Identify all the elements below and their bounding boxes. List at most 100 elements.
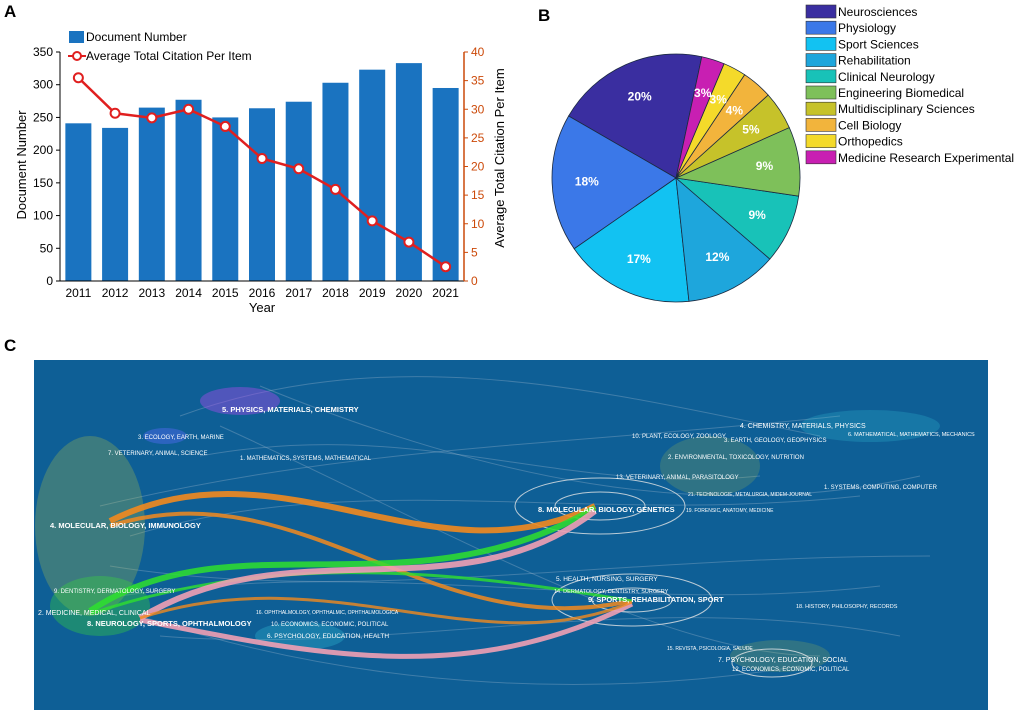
link-green-1: [88, 505, 597, 614]
panel-label-a: A: [4, 2, 17, 21]
x-tick-label: 2021: [432, 286, 459, 300]
network-label: 2. MEDICINE, MEDICAL, CLINICAL: [38, 610, 151, 617]
network-label: 8. NEUROLOGY, SPORTS, OPHTHALMOLOGY: [87, 619, 252, 628]
bar-2021: [432, 87, 459, 281]
legend-label: Physiology: [838, 21, 896, 35]
pie-value-label: 3%: [710, 92, 728, 106]
y-tick-label-right: 5: [471, 245, 478, 259]
citation-point-2018: [329, 183, 341, 195]
pie-slice-neurosciences: [568, 53, 703, 179]
pie-value-label: 5%: [742, 122, 760, 136]
y-tick-label-left: 100: [33, 209, 53, 223]
legend-swatch: [805, 85, 837, 100]
x-tick-label: 2017: [285, 286, 312, 300]
legend-label: Engineering Biomedical: [838, 86, 964, 100]
network-label: 3. EARTH, GEOLOGY, GEOPHYSICS: [724, 438, 826, 444]
legend-swatch: [805, 150, 837, 165]
y-tick-label-right: 25: [471, 131, 485, 145]
y-axis-label-right: Average Total Citation Per Item: [492, 68, 507, 247]
pie-value-label: 17%: [627, 252, 651, 266]
legend-label: Clinical Neurology: [838, 70, 935, 84]
x-axis-label: Year: [249, 300, 276, 315]
legend-swatch: [805, 69, 837, 84]
bar-2011: [65, 123, 92, 282]
y-tick-label-right: 20: [471, 160, 485, 174]
citation-point-2019: [366, 215, 378, 227]
citation-point-2017: [293, 163, 305, 175]
citation-point-2013: [146, 112, 158, 124]
bar-2015: [212, 117, 239, 281]
link-orange-1: [108, 490, 597, 534]
legend-label: Neurosciences: [838, 5, 917, 19]
network-label: 21. TECHNOLOGIE, METALURGIA, MIDEM-JOURN…: [688, 492, 812, 498]
legend-swatch: [805, 53, 837, 67]
legend-swatch: [805, 118, 837, 132]
y-tick-label-left: 150: [33, 176, 53, 190]
y-tick-label-left: 350: [33, 45, 53, 59]
panel-label-b: B: [538, 6, 551, 25]
network-label: 1. SYSTEMS, COMPUTING, COMPUTER: [824, 485, 938, 491]
network-label: 18. HISTORY, PHILOSOPHY, RECORDS: [796, 604, 898, 610]
bar-2019: [359, 69, 386, 281]
y-tick-label-left: 250: [33, 110, 53, 124]
legend-swatch: [805, 20, 837, 35]
network-label: 10. ECONOMICS, ECONOMIC, POLITICAL: [271, 622, 389, 628]
y-axis-label-left: Document Number: [14, 110, 29, 220]
link-pink-1: [138, 508, 597, 621]
legend-label: Orthopedics: [838, 135, 903, 149]
bar-2017: [285, 101, 312, 282]
y-tick-label-right: 30: [471, 102, 485, 116]
link-orange-3: [139, 596, 633, 625]
legend-label: Medicine Research Experimental: [838, 151, 1014, 165]
network-label: 7. VETERINARY, ANIMAL, SCIENCE: [108, 451, 207, 457]
legend-swatch: [805, 4, 837, 19]
y-tick-label-right: 15: [471, 188, 485, 202]
network-label: 5. HEALTH, NURSING, SURGERY: [556, 576, 658, 583]
network-label: 4. CHEMISTRY, MATERIALS, PHYSICS: [740, 423, 866, 430]
pie-slice-sport-sciences: [573, 177, 690, 303]
pie-value-label: 9%: [756, 159, 774, 173]
x-tick-label: 2013: [138, 286, 165, 300]
link-pink-2: [139, 601, 634, 659]
network-label: 1. MATHEMATICS, SYSTEMS, MATHEMATICAL: [240, 456, 372, 462]
pie-slice-medicine-research-experimental: [675, 56, 725, 179]
x-tick-label: 2014: [175, 286, 202, 300]
y-tick-label-right: 35: [471, 74, 485, 88]
citation-point-2012: [109, 107, 121, 119]
legend-label-bar: Document Number: [86, 30, 187, 44]
legend-label-line: Average Total Citation Per Item: [86, 49, 252, 63]
network-background: [34, 360, 988, 710]
network-label: 2. ENVIRONMENTAL, TOXICOLOGY, NUTRITION: [668, 455, 804, 461]
pie-value-label: 12%: [705, 250, 729, 264]
y-tick-label-left: 0: [46, 274, 53, 288]
x-tick-label: 2016: [249, 286, 276, 300]
network-label: 7. PSYCHOLOGY, EDUCATION, SOCIAL: [718, 657, 848, 664]
legend: Document Number Average Total Citation P…: [68, 30, 252, 63]
pie-value-label: 3%: [694, 86, 712, 100]
bar-line-chart: 0 50 100 150 200 250 300 350 0 5 10 15 20 25 30 35 40 2…: [14, 30, 507, 315]
network-label: 19. FORENSIC, ANATOMY, MEDICINE: [686, 508, 774, 514]
citation-point-2016: [256, 152, 268, 164]
network-label: 5. PHYSICS, MATERIALS, CHEMISTRY: [222, 405, 359, 414]
citation-point-2014: [183, 103, 195, 115]
bar-2013: [138, 107, 165, 281]
cluster-rings: [514, 477, 813, 678]
legend-label: Cell Biology: [838, 118, 901, 132]
x-tick-label: 2019: [359, 286, 386, 300]
x-tick-label: 2018: [322, 286, 349, 300]
legend-label: Multidisciplinary Sciences: [838, 102, 975, 116]
citation-point-2020: [403, 236, 415, 248]
pie-value-label: 18%: [575, 175, 599, 189]
network-label: 10. PLANT, ECOLOGY, ZOOLOGY: [632, 434, 726, 440]
x-tick-label: 2020: [396, 286, 423, 300]
x-tick-label: 2012: [102, 286, 129, 300]
network-label: 8. MOLECULAR, BIOLOGY, GENETICS: [538, 505, 675, 514]
legend-swatch: [805, 37, 837, 51]
y-tick-label-right: 10: [471, 217, 485, 231]
bar-2014: [175, 99, 202, 282]
bar-2016: [249, 108, 275, 281]
panel-label-c: C: [4, 336, 17, 355]
bar-2012: [102, 127, 129, 281]
network-label: 16. OPHTHALMOLOGY, OPHTHALMIC, OPHTHALMO…: [256, 610, 399, 616]
network-label: 13. VETERINARY, ANIMAL, PARASITOLOGY: [616, 475, 739, 481]
